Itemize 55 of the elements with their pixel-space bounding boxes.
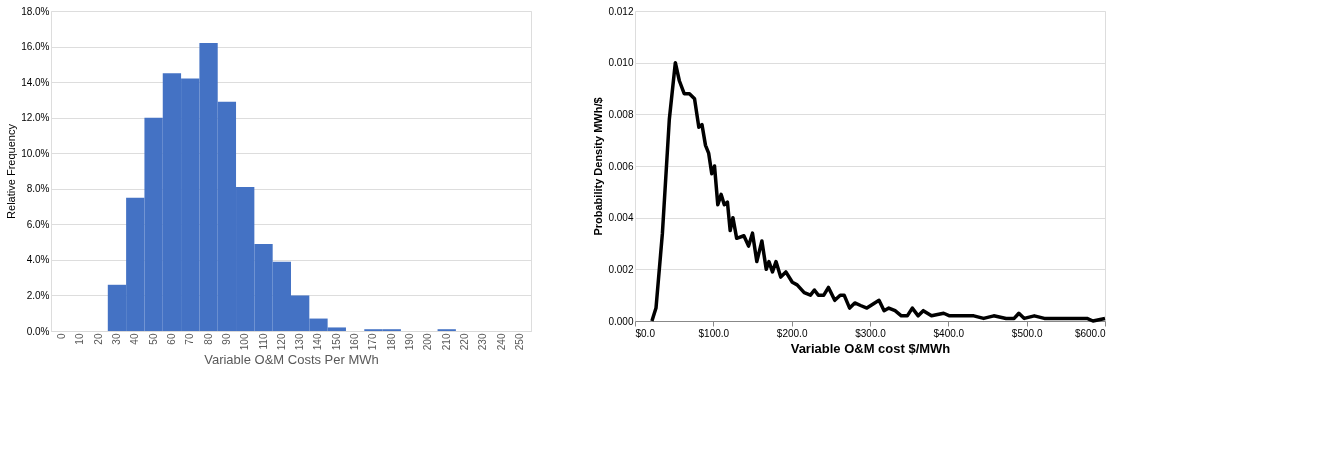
x-tick-label: 230 — [477, 333, 489, 351]
x-tick-label: $600.0 — [1074, 327, 1106, 339]
x-tick-label: $100.0 — [698, 327, 730, 339]
x-tick-label: 30 — [110, 333, 122, 345]
x-tick-label: 120 — [275, 333, 287, 351]
x-tick-label: 210 — [440, 333, 452, 351]
y-tick-label: 0.006 — [608, 160, 634, 172]
x-tick-label: 10 — [74, 333, 86, 345]
x-tick-label: 40 — [129, 333, 141, 345]
y-tick-label: 0.002 — [608, 263, 634, 275]
y-tick-label: 4.0% — [26, 254, 50, 266]
x-tick-label: 20 — [92, 333, 104, 345]
x-tick-label: 150 — [330, 333, 342, 351]
y-tick-label: 0.004 — [608, 212, 634, 224]
x-tick-label: 90 — [220, 333, 232, 345]
x-tick-label: 240 — [495, 333, 507, 351]
x-tick-label: 190 — [404, 333, 416, 351]
x-tick-label: 180 — [385, 333, 397, 351]
y-tick-label: 8.0% — [26, 183, 50, 195]
y-tick-label: 12.0% — [21, 112, 50, 124]
x-tick-label: 110 — [257, 333, 269, 350]
x-tick-label: 170 — [367, 333, 379, 351]
x-tick-label: $400.0 — [933, 327, 965, 339]
y-tick-label: 0.008 — [608, 108, 634, 120]
y-tick-label: 6.0% — [26, 218, 50, 230]
y-tick-label: 2.0% — [26, 289, 50, 301]
y-tick-label: 16.0% — [21, 41, 50, 53]
y-tick-label: 10.0% — [21, 147, 50, 159]
x-tick-label: $500.0 — [1011, 327, 1043, 339]
x-tick-label: 0 — [55, 333, 67, 340]
x-tick-label: 80 — [202, 333, 214, 345]
x-tick-label: $300.0 — [855, 327, 887, 339]
y-tick-label: 0.010 — [608, 57, 634, 69]
y-tick-label: 0.000 — [608, 315, 634, 327]
line-series — [650, 60, 1107, 323]
x-tick-label: 70 — [184, 333, 196, 345]
x-tick-label: $200.0 — [776, 327, 808, 339]
x-tick-label: 60 — [165, 333, 177, 345]
x-tick-label: $0.0 — [635, 327, 656, 339]
y-tick-label: 0.012 — [608, 5, 634, 17]
x-tick-label: 220 — [459, 333, 471, 351]
x-axis-title: Variable O&M cost $/MWh — [790, 340, 951, 356]
y-axis-title: Probability Density MWh/$ — [592, 97, 605, 236]
x-tick-label: 160 — [349, 333, 361, 351]
x-tick-label: 50 — [147, 333, 159, 345]
y-axis-title: Relative Frequency — [5, 123, 18, 219]
x-tick-label: 130 — [294, 333, 306, 351]
x-tick-label: 200 — [422, 333, 434, 351]
x-axis-title: Variable O&M Costs Per MWh — [204, 352, 379, 368]
x-tick-label: 140 — [312, 333, 324, 351]
y-tick-label: 0.0% — [26, 325, 50, 337]
x-tick-label: 100 — [239, 333, 251, 351]
y-tick-label: 14.0% — [21, 76, 50, 88]
y-tick-label: 18.0% — [21, 5, 50, 17]
x-tick-label: 250 — [514, 333, 526, 351]
